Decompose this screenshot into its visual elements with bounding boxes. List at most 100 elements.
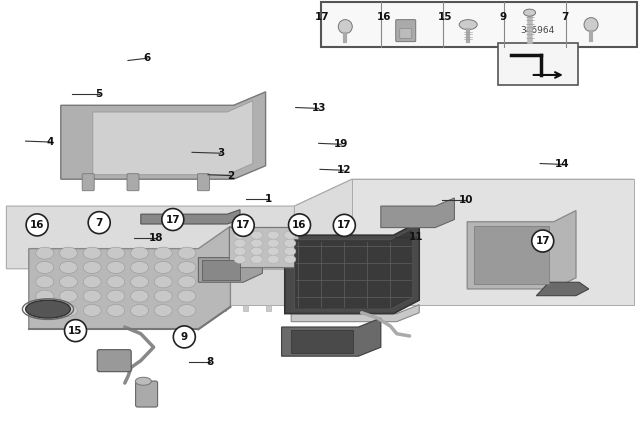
Ellipse shape: [154, 290, 172, 302]
FancyBboxPatch shape: [97, 350, 131, 372]
Text: 9: 9: [180, 332, 188, 342]
Text: 10: 10: [459, 195, 473, 205]
Polygon shape: [467, 211, 576, 289]
Text: 15: 15: [438, 12, 452, 22]
Text: 5: 5: [95, 89, 103, 99]
Polygon shape: [141, 210, 240, 224]
Circle shape: [232, 214, 254, 237]
Polygon shape: [32, 269, 294, 296]
Text: 3: 3: [217, 148, 225, 158]
Polygon shape: [198, 305, 204, 310]
Circle shape: [162, 208, 184, 231]
Ellipse shape: [251, 247, 262, 255]
Ellipse shape: [459, 20, 477, 30]
FancyBboxPatch shape: [321, 2, 637, 47]
FancyBboxPatch shape: [400, 29, 412, 39]
Ellipse shape: [26, 300, 70, 318]
Text: 7: 7: [95, 218, 103, 228]
Ellipse shape: [36, 247, 54, 259]
Polygon shape: [64, 305, 69, 310]
Ellipse shape: [131, 290, 148, 302]
Ellipse shape: [131, 247, 148, 259]
Circle shape: [173, 326, 195, 348]
Ellipse shape: [268, 247, 279, 255]
Ellipse shape: [234, 255, 246, 263]
Text: 16: 16: [30, 220, 44, 230]
Polygon shape: [381, 198, 454, 228]
Ellipse shape: [83, 305, 101, 316]
Polygon shape: [221, 305, 226, 310]
Text: 2: 2: [227, 171, 234, 181]
Ellipse shape: [154, 247, 172, 259]
FancyBboxPatch shape: [197, 174, 209, 191]
Ellipse shape: [36, 262, 54, 273]
Text: 17: 17: [166, 215, 180, 224]
Ellipse shape: [268, 239, 279, 247]
Polygon shape: [294, 228, 413, 309]
Ellipse shape: [36, 305, 54, 316]
Ellipse shape: [131, 305, 148, 316]
Text: 8: 8: [206, 357, 214, 367]
Text: 18: 18: [149, 233, 163, 243]
Polygon shape: [176, 305, 181, 310]
Ellipse shape: [154, 276, 172, 288]
Ellipse shape: [251, 231, 262, 239]
Circle shape: [289, 214, 310, 236]
Ellipse shape: [60, 276, 77, 288]
Polygon shape: [6, 179, 352, 269]
Ellipse shape: [234, 239, 246, 247]
Ellipse shape: [178, 276, 196, 288]
Ellipse shape: [60, 247, 77, 259]
Text: 346964: 346964: [520, 26, 555, 35]
Text: 11: 11: [409, 233, 423, 242]
Text: 7: 7: [561, 12, 568, 22]
Ellipse shape: [36, 276, 54, 288]
Ellipse shape: [268, 255, 279, 263]
Ellipse shape: [36, 290, 54, 302]
Ellipse shape: [251, 239, 262, 247]
Ellipse shape: [284, 255, 296, 263]
Polygon shape: [474, 226, 549, 284]
Ellipse shape: [60, 262, 77, 273]
Circle shape: [65, 319, 86, 342]
Circle shape: [88, 211, 110, 234]
Ellipse shape: [107, 305, 125, 316]
Ellipse shape: [154, 262, 172, 273]
Ellipse shape: [234, 247, 246, 255]
Text: 6: 6: [143, 53, 151, 63]
Ellipse shape: [83, 276, 101, 288]
Ellipse shape: [178, 290, 196, 302]
Ellipse shape: [60, 290, 77, 302]
Polygon shape: [291, 305, 419, 322]
Polygon shape: [109, 305, 114, 310]
Polygon shape: [29, 226, 230, 329]
Text: 16: 16: [377, 12, 391, 22]
Text: 4: 4: [46, 137, 54, 147]
Ellipse shape: [234, 231, 246, 239]
Ellipse shape: [136, 377, 152, 385]
Ellipse shape: [178, 305, 196, 316]
Text: 14: 14: [555, 159, 569, 169]
Ellipse shape: [83, 262, 101, 273]
Polygon shape: [61, 92, 266, 179]
Polygon shape: [266, 305, 271, 310]
Polygon shape: [294, 179, 634, 269]
Text: 19: 19: [334, 139, 348, 149]
Ellipse shape: [268, 231, 279, 239]
Ellipse shape: [284, 247, 296, 255]
Polygon shape: [64, 269, 352, 305]
Text: 17: 17: [236, 220, 250, 230]
Circle shape: [532, 230, 554, 252]
Ellipse shape: [107, 247, 125, 259]
Polygon shape: [310, 305, 316, 310]
Ellipse shape: [178, 262, 196, 273]
Polygon shape: [291, 330, 353, 353]
FancyBboxPatch shape: [229, 228, 299, 267]
Polygon shape: [86, 305, 92, 310]
Polygon shape: [154, 305, 159, 310]
Text: 12: 12: [337, 165, 351, 175]
Ellipse shape: [83, 247, 101, 259]
Polygon shape: [202, 260, 240, 280]
Circle shape: [26, 214, 48, 236]
Ellipse shape: [131, 276, 148, 288]
